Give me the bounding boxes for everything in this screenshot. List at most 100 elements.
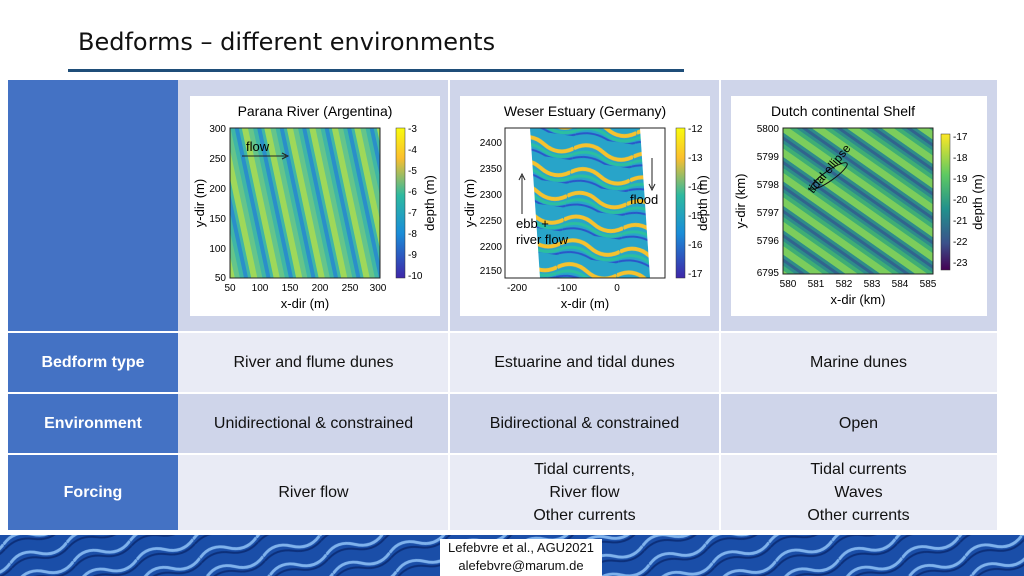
row-header-environment: Environment: [8, 393, 178, 454]
x-tick: -200: [507, 283, 527, 294]
x-tick: 150: [282, 283, 299, 294]
x-tick: 585: [920, 279, 937, 290]
row-header-bedform-type: Bedform type: [8, 332, 178, 393]
colorbar: [940, 133, 951, 271]
y-tick: 150: [209, 214, 226, 225]
cell-text: Tidal currents,: [534, 460, 635, 478]
plot-title: Parana River (Argentina): [238, 103, 393, 119]
credit-box: Lefebvre et al., AGU2021 alefebvre@marum…: [440, 539, 602, 576]
cell-text: Other currents: [807, 506, 910, 524]
bathymetry-map: [530, 128, 650, 278]
plot-frame: [782, 127, 934, 275]
y-tick: 100: [209, 244, 226, 255]
y-tick: 5799: [757, 152, 780, 163]
cell-bedform-estuarine: Estuarine and tidal dunes: [449, 332, 720, 393]
y-tick: 2250: [480, 216, 503, 227]
x-tick: 50: [224, 283, 236, 294]
row-divider: [8, 331, 997, 333]
colorbar-tick: -13: [688, 153, 703, 164]
colorbar-tick: -17: [953, 132, 968, 143]
cell-forcing-marine: Tidal currents Waves Other currents: [720, 454, 997, 530]
cell-bedform-marine: Marine dunes: [720, 332, 997, 393]
colorbar-tick: -3: [408, 124, 417, 135]
colorbar-tick: -21: [953, 216, 968, 227]
colorbar-tick: -20: [953, 195, 968, 206]
cell-text: River and flume dunes: [233, 354, 394, 371]
credit-email: alefebvre@marum.de: [458, 558, 584, 573]
colorbar-tick: -14: [688, 182, 703, 193]
column-divider: [448, 80, 450, 530]
y-tick: 2200: [480, 242, 503, 253]
colorbar-tick: -22: [953, 237, 968, 248]
plot-title: Weser Estuary (Germany): [504, 103, 666, 119]
y-tick: 5796: [757, 236, 780, 247]
cell-forcing-estuarine: Tidal currents, River flow Other current…: [449, 454, 720, 530]
row-header-forcing: Forcing: [8, 454, 178, 530]
colorbar-label: depth (m): [970, 174, 985, 230]
y-tick: 2350: [480, 164, 503, 175]
cell-environment-marine: Open: [720, 393, 997, 454]
tidal-ellipse: [810, 162, 848, 190]
y-axis-label: y-dir (m): [192, 179, 207, 227]
x-tick: 584: [892, 279, 909, 290]
colorbar-tick: -23: [953, 258, 968, 269]
x-tick: 250: [342, 283, 359, 294]
y-tick: 5800: [757, 124, 780, 135]
y-tick: 50: [215, 273, 227, 284]
colorbar-tick: -19: [953, 174, 968, 185]
colorbar-tick: -16: [688, 240, 703, 251]
flow-arrow-head: [281, 152, 290, 160]
y-tick: 300: [209, 124, 226, 135]
cell-bedform-river: River and flume dunes: [178, 332, 449, 393]
cell-environment-estuarine: Bidirectional & constrained: [449, 393, 720, 454]
flow-label: flow: [246, 139, 270, 154]
bathymetry-map: [230, 128, 380, 278]
cell-text: Bidirectional & constrained: [489, 415, 680, 432]
cell-environment-river: Unidirectional & constrained: [178, 393, 449, 454]
row-divider: [8, 392, 997, 394]
colorbar-tick: -9: [408, 250, 417, 261]
y-axis-label: y-dir (km): [733, 174, 748, 229]
slide-title: Bedforms – different environments: [78, 28, 496, 56]
weser-estuary-plot: Weser Estuary (Germany) ebb + river flow…: [460, 96, 710, 316]
x-tick: 200: [312, 283, 329, 294]
plot-title: Dutch continental Shelf: [771, 103, 915, 119]
cell-text: River flow: [549, 483, 620, 501]
colorbar: [395, 127, 406, 279]
colorbar-tick: -5: [408, 166, 417, 177]
y-tick: 200: [209, 184, 226, 195]
colorbar-tick: -6: [408, 187, 417, 198]
colorbar-tick: -17: [688, 269, 703, 280]
x-axis-label: x-dir (km): [831, 292, 886, 307]
comparison-table: Bedform type Environment Forcing River a…: [8, 80, 997, 530]
cell-text: Estuarine and tidal dunes: [494, 354, 675, 371]
title-rule: [68, 69, 684, 72]
cell-text: River flow: [278, 483, 349, 501]
colorbar-tick: -7: [408, 208, 417, 219]
y-tick: 2300: [480, 190, 503, 201]
x-tick: 0: [614, 283, 620, 294]
cell-text: Tidal currents: [810, 460, 907, 478]
colorbar-label: depth (m): [422, 175, 437, 231]
river-flow-label: river flow: [516, 232, 569, 247]
y-tick: 2150: [480, 266, 503, 277]
flood-label: flood: [630, 192, 658, 207]
x-axis-label: x-dir (m): [561, 296, 609, 311]
parana-river-plot: Parana River (Argentina) flow 300 250 20…: [190, 96, 440, 316]
cell-text: Open: [838, 415, 879, 432]
y-tick: 5798: [757, 180, 780, 191]
ebb-label: ebb +: [516, 216, 549, 231]
x-tick: 580: [780, 279, 797, 290]
x-tick: 300: [370, 283, 387, 294]
x-tick: 583: [864, 279, 881, 290]
colorbar-tick: -12: [688, 124, 703, 135]
x-axis-label: x-dir (m): [281, 296, 329, 311]
y-tick: 6795: [757, 268, 780, 279]
column-divider: [719, 80, 721, 530]
y-axis-label: y-dir (m): [462, 179, 477, 227]
plot-frame: [504, 127, 666, 279]
cell-text: Marine dunes: [810, 354, 907, 371]
x-tick: 581: [808, 279, 825, 290]
dutch-shelf-plot: Dutch continental Shelf tidal ellipse 58…: [731, 96, 987, 316]
bathymetry-map: [783, 128, 933, 274]
